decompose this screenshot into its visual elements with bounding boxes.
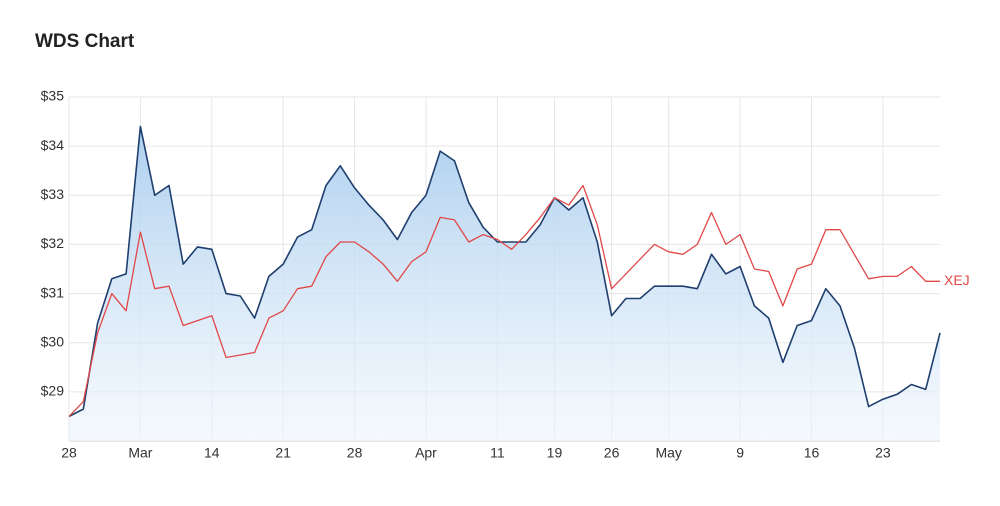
x-tick-label: 28 <box>61 445 77 461</box>
x-tick-label: 19 <box>547 445 563 461</box>
chart-title: WDS Chart <box>35 31 135 52</box>
x-tick-label: 21 <box>275 445 291 461</box>
x-tick-label: 14 <box>204 445 220 461</box>
x-tick-label: 11 <box>490 445 505 461</box>
x-tick-label: 28 <box>347 445 363 461</box>
y-tick-label: $34 <box>41 137 65 153</box>
y-tick-label: $35 <box>41 88 65 104</box>
line <box>68 125 941 418</box>
y-tick-label: $29 <box>41 383 65 399</box>
x-tick-label: 26 <box>604 445 620 461</box>
x-tick-label: Mar <box>128 445 152 461</box>
area <box>69 126 940 441</box>
y-tick-label: $32 <box>41 235 65 251</box>
y-tick-label: $30 <box>41 333 65 349</box>
series-label: XEJ <box>944 272 970 288</box>
y-tick-label: $31 <box>41 284 65 300</box>
x-tick-label: 23 <box>875 445 891 461</box>
x-tick-label: May <box>655 445 681 461</box>
x-tick-label: 16 <box>804 445 820 461</box>
x-tick-label: 9 <box>736 445 744 461</box>
x-tick-label: Apr <box>415 445 437 461</box>
line <box>68 184 940 417</box>
y-tick-label: $33 <box>41 186 65 202</box>
